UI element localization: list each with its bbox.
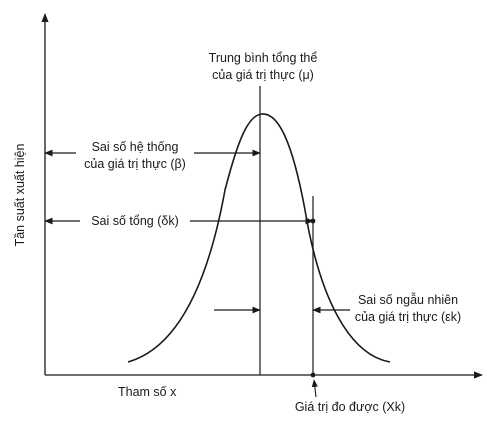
true-mean-label-line2: của giá trị thực (μ) xyxy=(212,68,314,82)
systematic-error-label-line1: Sai số hệ thống xyxy=(92,140,179,154)
measured-value-label: Giá trị đo được (Xk) xyxy=(295,400,405,414)
total-error-label-bg xyxy=(80,212,190,230)
y-axis-label: Tần suất xuất hiện xyxy=(13,144,27,247)
measured-axis-point xyxy=(310,372,316,378)
true-mean-label-line1: Trung bình tổng thể xyxy=(209,51,318,65)
x-axis-label: Tham số x xyxy=(118,385,177,399)
systematic-error-label-line2: của giá trị thực (β) xyxy=(84,157,186,171)
total-error-label: Sai số tổng (δk) xyxy=(91,214,179,228)
random-error-label-line2: của giá trị thực (εk) xyxy=(355,310,461,324)
distribution-curve xyxy=(127,113,391,363)
measured-value-pointer xyxy=(311,379,318,398)
systematic-error-label-bg xyxy=(76,137,194,173)
random-error-label-line1: Sai số ngẫu nhiên xyxy=(358,292,458,307)
